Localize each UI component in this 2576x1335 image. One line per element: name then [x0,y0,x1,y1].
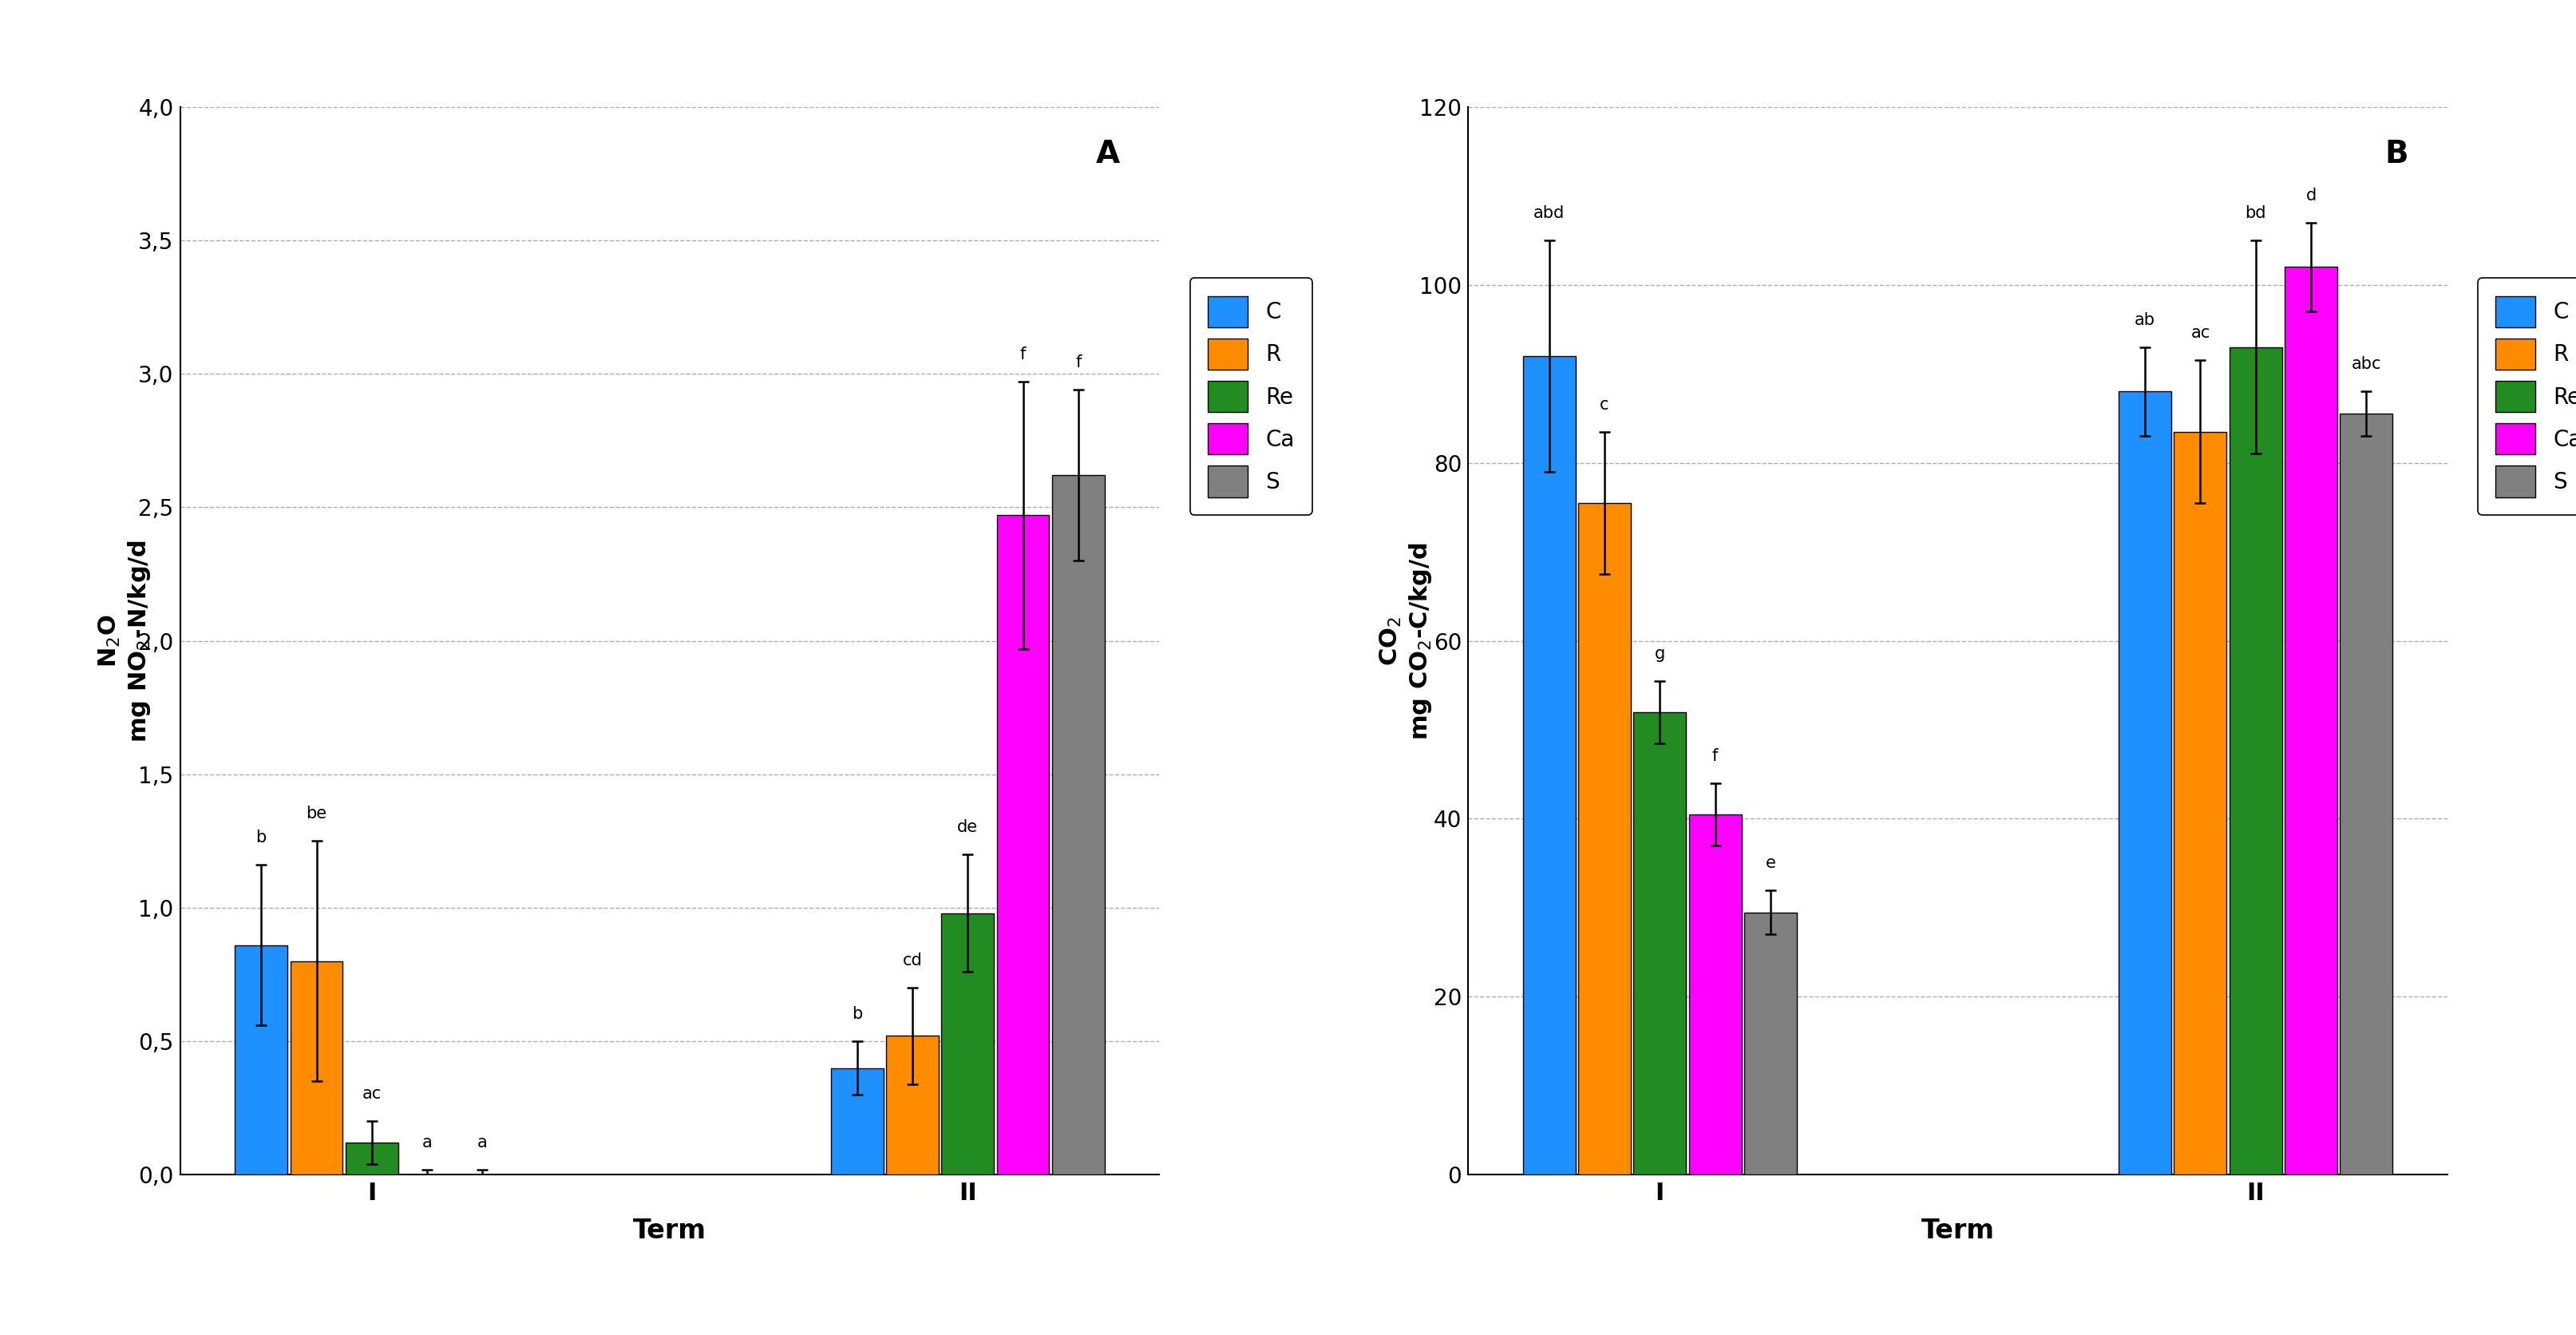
Text: a: a [422,1135,433,1151]
Text: be: be [307,806,327,822]
Text: e: e [1765,854,1775,870]
X-axis label: Term: Term [1922,1218,1994,1244]
X-axis label: Term: Term [634,1218,706,1244]
Text: b: b [853,1007,863,1023]
Text: B: B [2385,139,2409,170]
Bar [345,1143,399,1175]
Text: abd: abd [1533,206,1564,222]
Text: b: b [255,830,265,846]
Text: d: d [2306,187,2316,203]
Text: cd: cd [902,953,922,969]
Text: f: f [1020,347,1025,363]
Text: c: c [1600,396,1610,413]
Bar [291,961,343,1175]
Bar [829,1068,884,1175]
Bar [2174,431,2226,1175]
Bar [234,945,289,1175]
Bar [886,1036,938,1175]
Y-axis label: N$_2$O
mg NO$_2$-N/kg/d: N$_2$O mg NO$_2$-N/kg/d [98,539,152,742]
Text: f: f [1713,748,1718,764]
Bar [2339,414,2393,1175]
Bar [1522,356,1577,1175]
Bar [1579,503,1631,1175]
Text: de: de [958,820,979,836]
Legend: C, R, Re, Ca, S: C, R, Re, Ca, S [2478,278,2576,515]
Bar [2228,347,2282,1175]
Bar [1690,814,1741,1175]
Text: f: f [1074,355,1082,371]
Legend: C, R, Re, Ca, S: C, R, Re, Ca, S [1190,278,1311,515]
Text: ac: ac [363,1087,381,1103]
Text: ac: ac [2190,326,2210,342]
Text: a: a [477,1135,487,1151]
Bar [940,913,994,1175]
Y-axis label: CO$_2$
mg CO$_2$-C/kg/d: CO$_2$ mg CO$_2$-C/kg/d [1378,542,1432,740]
Text: A: A [1095,139,1121,170]
Bar [1633,712,1687,1175]
Bar [1744,912,1798,1175]
Text: abc: abc [2352,356,2380,372]
Text: g: g [1654,646,1664,662]
Bar [2117,391,2172,1175]
Text: ab: ab [2136,312,2156,328]
Bar [997,515,1048,1175]
Text: bd: bd [2246,206,2267,222]
Bar [2285,267,2336,1175]
Bar [1051,475,1105,1175]
